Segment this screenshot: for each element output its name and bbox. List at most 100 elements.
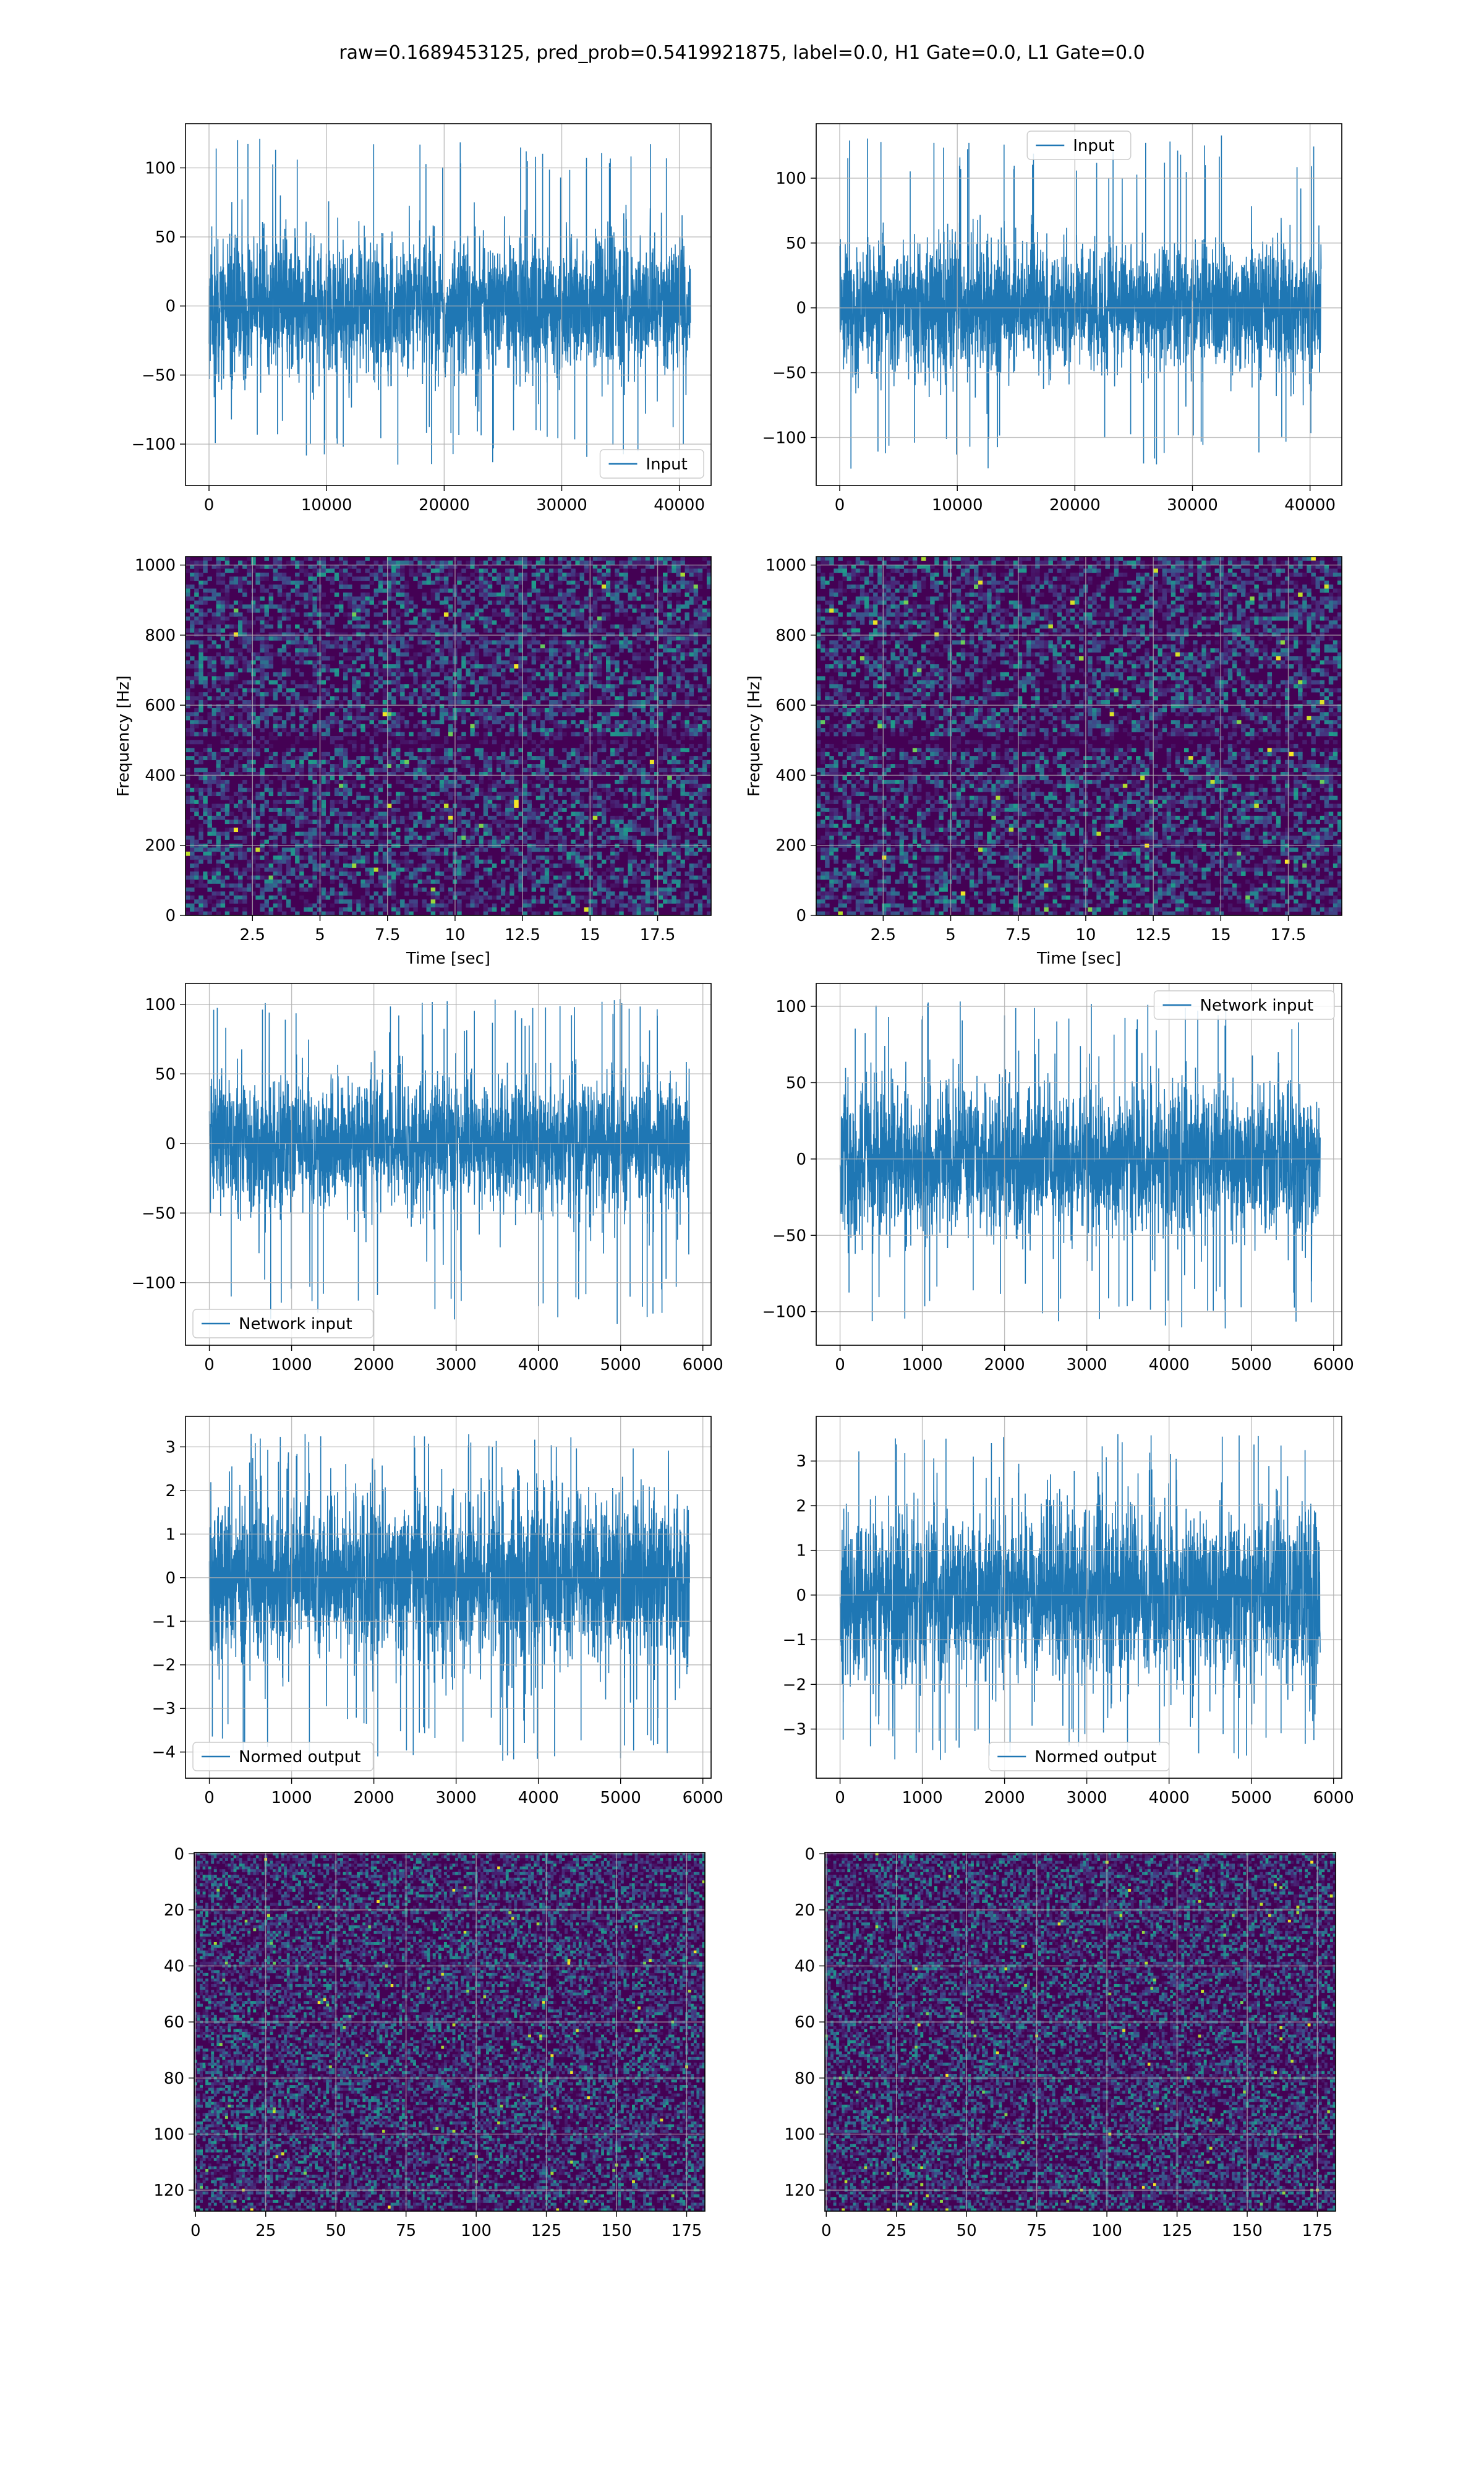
x-tick-label: 4000 [518,1789,559,1807]
axes-frame [824,1852,1336,2212]
axes-frame [185,556,712,916]
x-tick-label: 40000 [654,496,705,515]
x-tick-label: 5000 [1231,1789,1272,1807]
x-tick-label: 1000 [902,1356,943,1374]
x-tick-label: 5 [315,926,325,944]
axes-frame [816,1416,1342,1779]
panel-spectrogram-h1: 2.5 5 7.5 10 12.5 15 17.5 0 200 400 600 800 1000 Time… [114,556,712,968]
x-tick-label: 6000 [683,1789,723,1807]
ticks: 0 1000 2000 3000 4000 5000 6000 −3 −2 −1 0 1 2 3 [783,1452,1354,1807]
x-tick-label: 5000 [600,1789,641,1807]
panel-normed-output-h1: 0 1000 2000 3000 4000 5000 6000 −4 −3 −2 −1 0 1 2 3 Nor… [152,1416,723,1807]
ticks: 0 25 50 75 100 125 150 175 0 20 40 60 80 100 120 [153,1845,702,2240]
x-tick-label: 12.5 [1135,926,1171,944]
y-tick-label: 0 [796,299,806,318]
y-tick-label: −1 [152,1612,176,1631]
y-tick-label: 1000 [135,557,176,575]
x-tick-label: 75 [396,2222,416,2240]
x-tick-label: 4000 [1149,1356,1190,1374]
axes-p5: 0 1000 2000 3000 4000 5000 6000 −100 −50 0 50 100 Ne… [132,983,723,1374]
y-tick-label: 120 [784,2181,815,2200]
y-tick-label: −100 [762,1303,806,1322]
y-tick-label: −3 [783,1721,806,1739]
axes-p8: 0 1000 2000 3000 4000 5000 6000 −3 −2 −1 0 1 2 3 Norme… [783,1416,1354,1807]
x-tick-label: 3000 [436,1789,477,1807]
x-tick-label: 2000 [984,1356,1025,1374]
y-tick-label: −50 [142,1204,176,1223]
axes-p2: 0 10000 20000 30000 40000 −100 −50 0 50 100 Input [762,123,1342,515]
y-tick-label: 0 [796,1150,806,1169]
x-tick-label: 3000 [1067,1356,1107,1374]
panel-image-l1: 0 25 50 75 100 125 150 175 0 20 40 60 80 100 120 [784,1845,1336,2240]
legend: Normed output [192,1742,374,1771]
y-tick-label: 50 [155,1065,176,1084]
x-tick-label: 4000 [1149,1789,1190,1807]
legend: Input [599,449,704,479]
panel-spectrogram-l1: 2.5 5 7.5 10 12.5 15 17.5 0 200 400 600 800 1000 Time… [745,556,1342,968]
y-tick-label: 0 [796,907,806,925]
x-tick-label: 15 [1211,926,1231,944]
y-tick-label: 100 [775,998,806,1016]
ticks: 0 10000 20000 30000 40000 −100 −50 0 50 100 [132,159,705,515]
y-tick-label: 40 [164,1958,184,1976]
y-tick-label: −2 [152,1656,176,1675]
x-tick-label: 125 [531,2222,562,2240]
axes-p6: 0 1000 2000 3000 4000 5000 6000 −100 −50 0 50 100 Ne… [762,983,1354,1374]
y-tick-label: 800 [145,627,176,645]
y-tick-label: 600 [775,696,806,715]
series-line [208,139,691,465]
y-tick-label: −50 [772,364,806,383]
x-tick-label: 10 [445,926,465,944]
y-tick-label: 400 [145,766,176,785]
y-tick-label: 0 [165,1135,176,1154]
x-tick-label: 0 [204,1789,215,1807]
y-tick-label: 1 [796,1542,806,1560]
axes-frame [185,123,712,486]
y-tick-label: 0 [165,1569,176,1588]
x-tick-label: 3000 [1067,1789,1107,1807]
y-axis-label: Frequency [Hz] [114,675,133,797]
grid [186,124,711,486]
y-tick-label: 80 [164,2070,184,2088]
legend-label: Input [1073,137,1114,155]
ticks: 0 25 50 75 100 125 150 175 0 20 40 60 80 100 120 [784,1845,1333,2240]
y-tick-label: 60 [795,2013,815,2032]
legend-label: Network input [1200,996,1314,1015]
x-tick-label: 5 [945,926,956,944]
x-tick-label: 15 [580,926,600,944]
x-tick-label: 175 [1302,2222,1333,2240]
y-tick-label: 200 [145,837,176,855]
x-tick-label: 30000 [536,496,587,515]
grid [194,1852,705,2211]
x-tick-label: 17.5 [640,926,676,944]
y-tick-label: 0 [165,297,176,316]
y-tick-label: 3 [165,1438,176,1457]
legend-label: Normed output [239,1748,360,1766]
y-axis-label: Frequency [Hz] [745,675,764,797]
x-tick-label: 6000 [683,1356,723,1374]
x-tick-label: 50 [326,2222,346,2240]
y-tick-label: 50 [786,234,806,253]
x-tick-label: 30000 [1167,496,1218,515]
axes-p10: 0 25 50 75 100 125 150 175 0 20 40 60 80 100 120 [784,1845,1336,2240]
x-tick-label: 7.5 [375,926,400,944]
y-tick-label: 1000 [765,557,806,575]
x-axis-label: Time [sec] [1036,949,1121,968]
ticks: 2.5 5 7.5 10 12.5 15 17.5 0 200 400 600 800 1000 [135,557,676,944]
x-tick-label: 0 [821,2222,832,2240]
grid [816,124,1342,486]
x-tick-label: 2000 [984,1789,1025,1807]
axes-frame [185,1416,712,1779]
y-tick-label: 40 [795,1958,815,1976]
figure-title: raw=0.1689453125, pred_prob=0.5419921875… [0,42,1484,64]
x-tick-label: 0 [835,496,845,515]
y-tick-label: 100 [784,2125,815,2144]
y-tick-label: −2 [783,1676,806,1694]
series-line [839,1001,1321,1329]
axes-p3: 2.5 5 7.5 10 12.5 15 17.5 0 200 400 600 800 1000 Time… [114,556,712,968]
y-tick-label: 800 [775,627,806,645]
x-tick-label: 10000 [932,496,983,515]
y-tick-label: 1 [165,1525,176,1544]
panel-normed-output-l1: 0 1000 2000 3000 4000 5000 6000 −3 −2 −1 0 1 2 3 Norme… [783,1416,1354,1807]
y-tick-label: 200 [775,837,806,855]
